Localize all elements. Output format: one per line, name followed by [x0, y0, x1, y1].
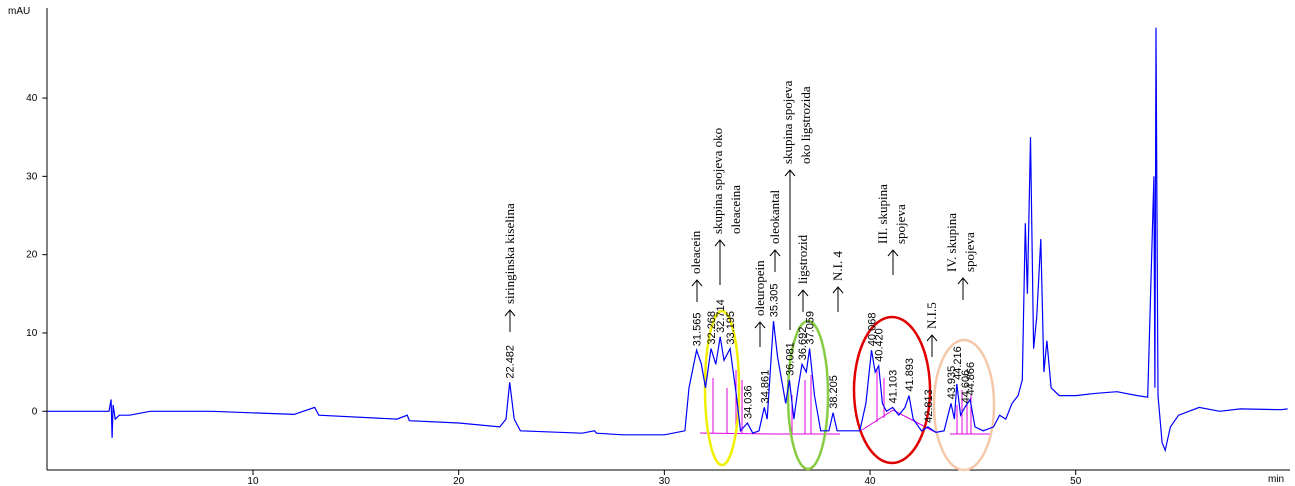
compound-label: oleuropein — [752, 260, 767, 316]
compound-label: IV. skupina — [944, 213, 959, 272]
peak-label: 36.081 — [784, 342, 796, 376]
y-axis-label: mAU — [8, 6, 30, 17]
annotation-arrowhead — [784, 169, 796, 177]
peak-label: 35.305 — [769, 284, 781, 318]
x-tick-label: 50 — [1070, 476, 1082, 486]
annotation-arrowhead — [957, 277, 969, 285]
annotation-arrowhead — [504, 309, 516, 317]
highlight-ellipses — [703, 309, 996, 472]
x-tick-label: 40 — [864, 476, 876, 486]
compound-label: oleokantal — [767, 189, 782, 244]
peak-label: 34.036 — [742, 385, 754, 419]
peak-label: 41.893 — [904, 358, 916, 392]
peak-label: 42.813 — [923, 389, 935, 423]
annotation-arrowhead — [754, 321, 766, 329]
peak-label: 32.714 — [715, 299, 727, 333]
compound-label: siringinska kiselina — [502, 203, 517, 304]
compound-label: N.I.5 — [924, 302, 939, 329]
peak-label: 38.205 — [828, 375, 840, 409]
peak-label: 37.059 — [805, 311, 817, 345]
peak-label: 44.216 — [952, 346, 964, 380]
peak-label: 32.268 — [706, 311, 718, 345]
y-tick-label: 40 — [26, 93, 38, 104]
trace — [47, 27, 1288, 453]
compound-label: skupina spojeva — [780, 80, 795, 164]
compound-label: oleaceina — [728, 185, 743, 234]
compound-label: oleacein — [688, 230, 703, 274]
peak-label: 40.420 — [874, 328, 886, 362]
y-tick-label: 30 — [26, 171, 38, 182]
peak-label: 34.861 — [759, 370, 771, 404]
compound-label: spojeva — [893, 204, 908, 244]
compound-label: III. skupina — [875, 184, 890, 244]
annotation-arrowhead — [797, 289, 809, 297]
x-axis-label: min — [1268, 474, 1284, 485]
peak-label: 36.692 — [797, 327, 809, 361]
y-tick-label: 10 — [26, 328, 38, 339]
compound-label: ligstrozid — [795, 234, 810, 284]
compound-label: spojeva — [962, 232, 977, 272]
peak-label: 44.606 — [960, 370, 972, 404]
annotation-arrowhead — [691, 279, 703, 287]
peak-label: 44.866 — [965, 362, 977, 396]
annotation-arrowhead — [887, 249, 899, 257]
compound-label: N.I. 4 — [830, 251, 845, 281]
y-tick-label: 20 — [26, 250, 38, 261]
peak-label: 43.935 — [946, 366, 958, 400]
annotation-arrowhead — [714, 239, 726, 247]
peak-label: 41.103 — [888, 370, 900, 404]
x-tick-label: 30 — [659, 476, 671, 486]
peak-label: 31.565 — [692, 313, 704, 347]
peak-label: 40.068 — [867, 313, 879, 347]
annotation-arrowhead — [769, 249, 781, 257]
y-tick-label: 0 — [32, 406, 38, 417]
x-tick-label: 20 — [453, 476, 465, 486]
x-tick-label: 10 — [247, 476, 259, 486]
peak-label: 22.482 — [505, 345, 517, 379]
annotation-arrowhead — [926, 334, 938, 342]
compound-label: oko ligstrozida — [798, 86, 813, 164]
peak-label: 33.195 — [725, 311, 737, 345]
compound-label: skupina spojeva oko — [710, 128, 725, 234]
annotation-arrowhead — [832, 286, 844, 294]
